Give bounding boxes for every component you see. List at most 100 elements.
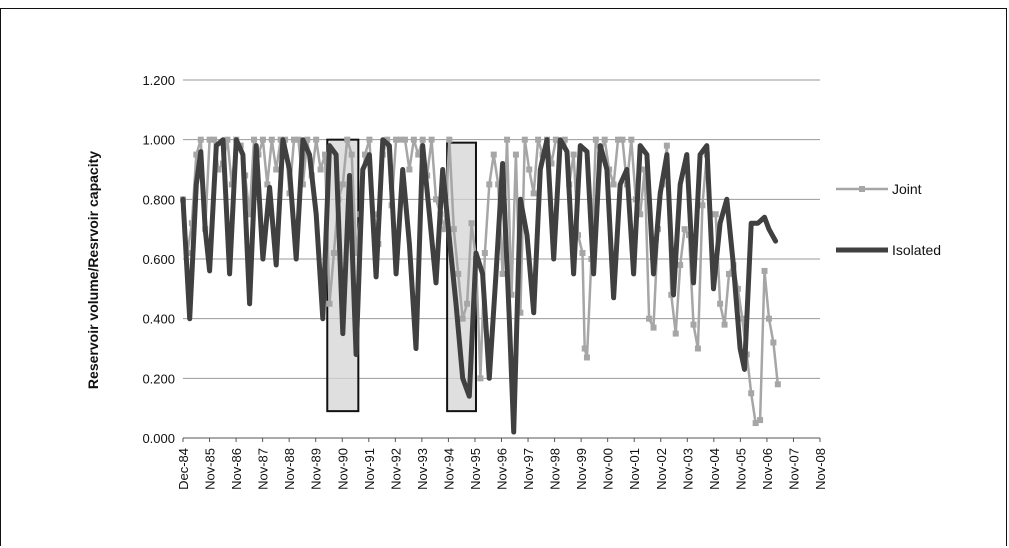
series-point bbox=[419, 136, 426, 143]
y-tick-label: 1.000 bbox=[142, 133, 175, 148]
x-tick-label: Dec-84 bbox=[176, 448, 191, 490]
x-tick-label: Nov-87 bbox=[256, 448, 271, 490]
series-point bbox=[592, 136, 599, 143]
series-line-isolated bbox=[180, 137, 779, 435]
series-point bbox=[690, 321, 697, 328]
series-point bbox=[734, 285, 741, 292]
series-point bbox=[384, 136, 391, 143]
series-point bbox=[486, 181, 493, 188]
series-point bbox=[721, 321, 728, 328]
series-point bbox=[268, 136, 275, 143]
series-point bbox=[362, 151, 368, 158]
series-point bbox=[628, 136, 635, 143]
series-point bbox=[393, 136, 400, 143]
series-point bbox=[770, 339, 777, 346]
series-point bbox=[757, 417, 764, 424]
x-tick-label: Nov-96 bbox=[495, 448, 510, 490]
x-tick-label: Nov-86 bbox=[229, 448, 244, 490]
x-tick-label: Nov-98 bbox=[548, 448, 563, 490]
series-point bbox=[641, 166, 648, 173]
series-point bbox=[765, 315, 772, 322]
series-point bbox=[481, 250, 488, 257]
series-point bbox=[681, 226, 688, 233]
series-point bbox=[512, 151, 519, 158]
series-point bbox=[273, 166, 280, 173]
series-point bbox=[401, 136, 408, 143]
x-tick-label: Nov-03 bbox=[680, 448, 695, 490]
x-tick-label: Nov-00 bbox=[601, 448, 616, 490]
x-tick-labels: Dec-84 Nov-85 Nov-86 Nov-87 Nov-88 Nov-89 Nov-… bbox=[176, 438, 828, 490]
series-point bbox=[583, 354, 590, 361]
series-point bbox=[504, 136, 511, 143]
series-point bbox=[410, 136, 417, 143]
series-point bbox=[326, 300, 333, 307]
series-point bbox=[490, 151, 497, 158]
series-point bbox=[561, 136, 568, 143]
series-point bbox=[739, 315, 746, 322]
series-point bbox=[459, 315, 466, 322]
series-point bbox=[464, 300, 471, 307]
y-axis-label: Reservoir volume/Resrvoir capacity bbox=[85, 151, 101, 389]
series-point bbox=[535, 136, 542, 143]
y-tick-label: 0.400 bbox=[142, 312, 175, 327]
series-point bbox=[761, 267, 768, 274]
series-point bbox=[344, 136, 351, 143]
x-tick-label: Nov-97 bbox=[521, 448, 536, 490]
series-point bbox=[477, 375, 484, 382]
series-point bbox=[552, 136, 559, 143]
series-point bbox=[415, 151, 422, 158]
legend-label: Joint bbox=[892, 181, 922, 197]
series-point bbox=[446, 136, 453, 143]
x-tick-label: Nov-08 bbox=[813, 448, 828, 490]
legend-marker bbox=[859, 186, 865, 192]
series-point bbox=[330, 250, 337, 257]
series-point bbox=[521, 136, 528, 143]
series-point bbox=[699, 202, 706, 209]
chart-frame bbox=[0, 8, 1007, 546]
series-point bbox=[339, 181, 346, 188]
legend-label: Isolated bbox=[892, 242, 941, 258]
series-point bbox=[428, 136, 435, 143]
x-tick-label: Nov-04 bbox=[707, 448, 722, 490]
series-point bbox=[304, 136, 311, 143]
series-point bbox=[517, 309, 524, 316]
series-point bbox=[455, 270, 462, 277]
x-tick-label: Nov-93 bbox=[415, 448, 430, 490]
series-point bbox=[672, 330, 679, 337]
series-point bbox=[637, 211, 644, 218]
y-tick-labels: 0.000 0.200 0.400 0.600 0.800 1.000 1.200 bbox=[142, 73, 175, 446]
series-point bbox=[397, 136, 404, 143]
series-point bbox=[610, 181, 617, 188]
x-tick-label: Nov-94 bbox=[441, 448, 456, 490]
series-point bbox=[619, 136, 626, 143]
series-point bbox=[508, 291, 515, 298]
series-point bbox=[526, 166, 533, 173]
series-point bbox=[499, 270, 506, 277]
y-tick-label: 1.200 bbox=[142, 73, 175, 88]
series-point bbox=[717, 300, 724, 307]
y-tick-label: 0.200 bbox=[142, 371, 175, 386]
series-point bbox=[313, 136, 320, 143]
y-tick-label: 0.600 bbox=[142, 252, 175, 267]
series-point bbox=[259, 136, 266, 143]
series-point bbox=[441, 226, 448, 233]
series-point bbox=[246, 211, 253, 218]
series-point bbox=[188, 220, 195, 227]
series-point bbox=[224, 136, 231, 143]
series-point bbox=[495, 181, 502, 188]
series-point bbox=[215, 166, 222, 173]
x-tick-label: Nov-90 bbox=[335, 448, 350, 490]
x-tick-label: Nov-89 bbox=[309, 448, 324, 490]
y-tick-label: 0.800 bbox=[142, 192, 175, 207]
series-point bbox=[353, 250, 360, 257]
series-point bbox=[295, 136, 302, 143]
series-lines bbox=[180, 136, 781, 435]
x-tick-label: Nov-99 bbox=[574, 448, 589, 490]
series-point bbox=[468, 220, 475, 227]
series-point bbox=[322, 151, 329, 158]
series-point bbox=[197, 136, 204, 143]
series-point bbox=[406, 166, 413, 173]
series-point bbox=[726, 270, 732, 277]
x-tick-label: Nov-05 bbox=[733, 448, 748, 490]
